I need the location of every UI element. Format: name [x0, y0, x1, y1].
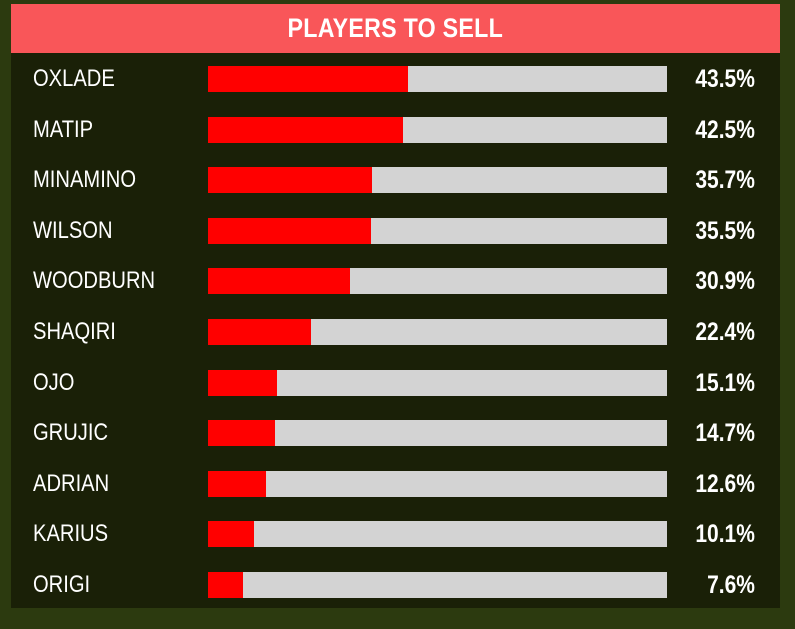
bar-track — [208, 319, 667, 345]
chart-panel: PLAYERS TO SELL OXLADE 43.5% MATIP 42.5% MIN… — [11, 4, 780, 608]
bar-track — [208, 268, 667, 295]
bar-fill — [208, 369, 278, 396]
bar-fill — [208, 217, 371, 244]
bar-fill — [208, 66, 408, 92]
bar-row: KARIUS 10.1% — [11, 509, 780, 559]
bar-track — [208, 369, 667, 396]
bar-row: MATIP 42.5% — [11, 105, 780, 155]
bar-track — [208, 521, 667, 548]
bar-row: OXLADE 43.5% — [11, 54, 780, 104]
category-label: KARIUS — [33, 520, 109, 548]
category-label: MINAMINO — [33, 166, 137, 194]
bar-row: GRUJIC 14.7% — [11, 408, 780, 458]
bar-track — [208, 66, 667, 92]
value-label: 14.7% — [695, 419, 755, 448]
value-label: 43.5% — [695, 65, 755, 93]
bar-track — [208, 420, 667, 447]
chart-title: PLAYERS TO SELL — [287, 13, 504, 43]
bar-fill — [208, 268, 350, 295]
value-label: 15.1% — [695, 368, 755, 397]
bar-row: ADRIAN 12.6% — [11, 459, 780, 509]
bar-track — [208, 116, 667, 143]
category-label: MATIP — [33, 115, 94, 143]
category-label: ADRIAN — [33, 469, 110, 497]
bar-track — [208, 572, 667, 598]
value-label: 22.4% — [695, 318, 755, 346]
category-label: ORIGI — [33, 571, 91, 598]
bar-fill — [208, 319, 311, 345]
bar-row: WILSON 35.5% — [11, 206, 780, 256]
bar-track — [208, 470, 667, 497]
bar-fill — [208, 572, 243, 598]
value-label: 7.6% — [707, 571, 755, 599]
bar-fill — [208, 116, 404, 143]
bar-row: ORIGI 7.6% — [11, 560, 780, 610]
category-label: GRUJIC — [33, 419, 109, 447]
bar-fill — [208, 167, 372, 194]
value-label: 10.1% — [695, 520, 755, 549]
bar-row: OJO 15.1% — [11, 358, 780, 408]
bar-row: SHAQIRI 22.4% — [11, 307, 780, 357]
category-label: OJO — [33, 368, 75, 396]
category-label: WOODBURN — [33, 267, 156, 295]
title-bar: PLAYERS TO SELL — [11, 4, 780, 53]
value-label: 30.9% — [695, 267, 755, 296]
bar-fill — [208, 470, 266, 497]
bar-row: MINAMINO 35.7% — [11, 155, 780, 205]
value-label: 42.5% — [695, 115, 755, 144]
value-label: 35.5% — [695, 216, 755, 245]
category-label: WILSON — [33, 216, 113, 244]
bar-fill — [208, 521, 255, 548]
bar-fill — [208, 420, 276, 447]
category-label: OXLADE — [33, 65, 115, 92]
value-label: 35.7% — [695, 166, 755, 195]
bar-row: WOODBURN 30.9% — [11, 256, 780, 306]
category-label: SHAQIRI — [33, 318, 116, 345]
value-label: 12.6% — [695, 469, 755, 498]
bar-rows: OXLADE 43.5% MATIP 42.5% MINAMINO 35.7% WILSON… — [11, 4, 780, 608]
bar-track — [208, 217, 667, 244]
bar-track — [208, 167, 667, 194]
